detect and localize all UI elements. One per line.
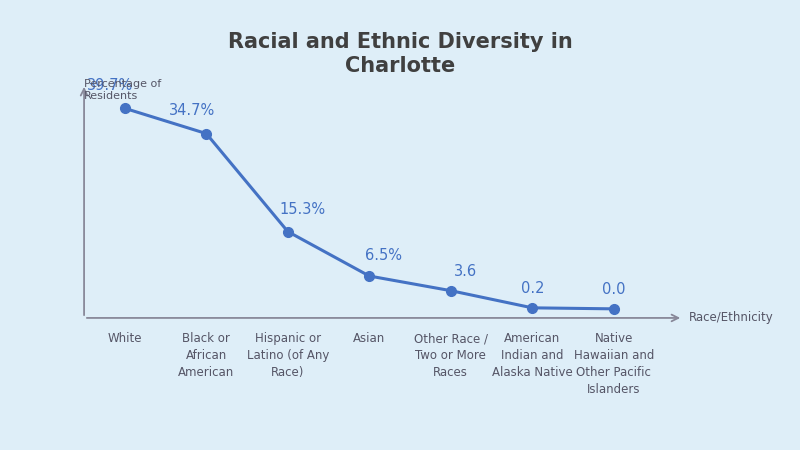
Text: 0.2: 0.2	[521, 281, 544, 296]
Text: Percentage of
Residents: Percentage of Residents	[84, 79, 162, 101]
Text: Race/Ethnicity: Race/Ethnicity	[689, 311, 774, 324]
Text: 0.0: 0.0	[602, 282, 626, 297]
Text: 39.7%: 39.7%	[87, 78, 134, 93]
Text: Racial and Ethnic Diversity in
Charlotte: Racial and Ethnic Diversity in Charlotte	[228, 32, 572, 76]
Text: 3.6: 3.6	[454, 264, 477, 279]
Text: 6.5%: 6.5%	[366, 248, 402, 263]
Text: 15.3%: 15.3%	[279, 202, 326, 217]
Text: 34.7%: 34.7%	[169, 104, 214, 118]
